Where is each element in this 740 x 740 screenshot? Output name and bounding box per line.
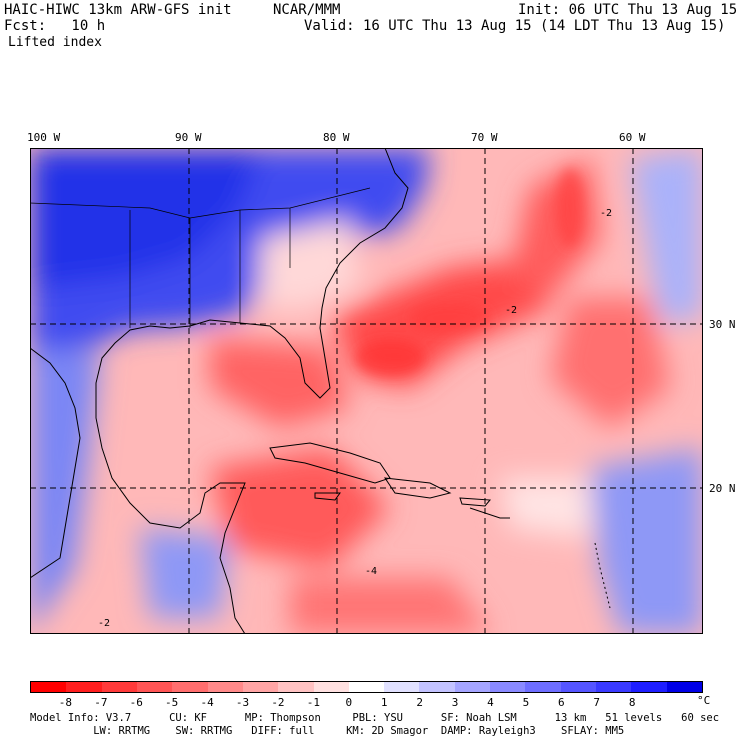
colorbar-tick-label: 4 [487, 696, 494, 709]
coastlines [30, 148, 611, 634]
lon-label: 90 W [175, 131, 202, 144]
colorbar-cell [313, 682, 349, 692]
lon-label: 80 W [323, 131, 350, 144]
colorbar-tick-label: -8 [58, 696, 73, 709]
colorbar-cell [31, 682, 67, 692]
colorbar-cell [136, 682, 173, 692]
colorbar-tick-label: 3 [451, 696, 459, 709]
lat-label: 30 N [709, 318, 736, 331]
colorbar-tick-label: -5 [165, 696, 179, 709]
colorbar-unit: °C [697, 694, 711, 707]
colorbar-tick-label: -1 [306, 696, 320, 709]
org-label: NCAR/MMM [273, 2, 341, 18]
colorbar-tick-label: 0 [345, 696, 353, 709]
colorbar-tick-label: -6 [129, 696, 143, 709]
contour-label: -2 [505, 305, 517, 316]
colorbar-cell [278, 682, 314, 692]
colorbar-tick-label: -2 [271, 696, 285, 709]
forecast-hour: Fcst: 10 h [4, 18, 106, 34]
lat-label: 20 N [709, 482, 736, 495]
grid-lines [30, 148, 703, 634]
colorbar-tick-label: 7 [593, 696, 601, 709]
contour-label: -2 [98, 618, 110, 629]
colorbar-cell [348, 682, 385, 692]
colorbar-cell [631, 682, 667, 692]
colorbar-cell [454, 682, 491, 692]
colorbar-tick-label: 2 [416, 696, 423, 709]
lon-label: 60 W [619, 131, 646, 144]
colorbar-cell [525, 682, 561, 692]
init-time: Init: 06 UTC Thu 13 Aug 15 [518, 2, 738, 18]
contour-label: -4 [365, 566, 377, 577]
valid-time: Valid: 16 UTC Thu 13 Aug 15 (14 LDT Thu … [304, 18, 726, 34]
colorbar-cell [596, 682, 632, 692]
colorbar-tick-label: -7 [94, 696, 108, 709]
colorbar-cell [384, 682, 420, 692]
colorbar-cell [207, 682, 243, 692]
colorbar-cell [101, 682, 137, 692]
colorbar-tick-label: -4 [200, 696, 214, 709]
lifted-index-map: -2 -4 -2 -2 [30, 148, 703, 634]
colorbar-cell [66, 682, 102, 692]
colorbar [30, 681, 703, 693]
colorbar-cell [666, 682, 702, 692]
colorbar-cell [419, 682, 455, 692]
field-shading [30, 148, 703, 634]
colorbar-tick-label: -3 [235, 696, 250, 709]
map-frame [30, 148, 703, 634]
model-title: HAIC-HIWC 13km ARW-GFS init [4, 2, 232, 18]
lon-label: 100 W [27, 131, 61, 144]
colorbar-cell [560, 682, 596, 692]
model-info-line1: Model Info: V3.7 CU: KF MP: Thompson PBL… [30, 712, 720, 724]
colorbar-tick-label: 1 [380, 696, 388, 709]
lon-label: 70 W [471, 131, 498, 144]
colorbar-cell [242, 682, 279, 692]
colorbar-cell [172, 682, 208, 692]
model-info-line2: LW: RRTMG SW: RRTMG DIFF: full KM: 2D Sm… [30, 725, 625, 737]
contour-label: -2 [600, 208, 612, 219]
colorbar-tick-label: 8 [628, 696, 636, 709]
colorbar-cell [490, 682, 526, 692]
field-name: Lifted index [8, 35, 102, 50]
colorbar-tick-label: 6 [558, 696, 565, 709]
colorbar-tick-label: 5 [522, 696, 530, 709]
